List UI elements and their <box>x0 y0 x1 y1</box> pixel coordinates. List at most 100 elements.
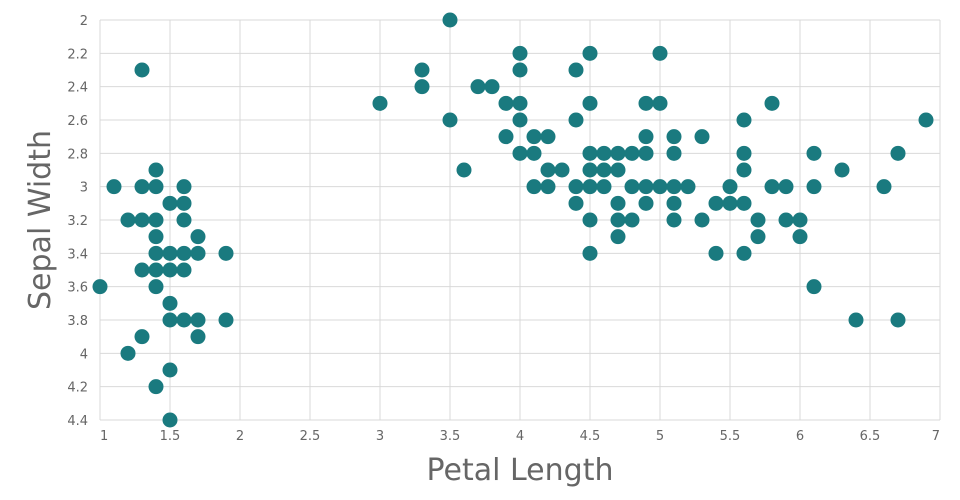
data-point <box>778 212 794 228</box>
data-point <box>792 229 808 245</box>
data-point <box>736 245 752 261</box>
data-point <box>568 179 584 195</box>
data-point <box>666 179 682 195</box>
x-tick-label: 2 <box>236 429 244 444</box>
data-point <box>666 145 682 161</box>
data-point <box>736 195 752 211</box>
data-point <box>512 145 528 161</box>
data-point <box>582 212 598 228</box>
data-point <box>176 212 192 228</box>
data-point <box>890 145 906 161</box>
data-point <box>134 212 150 228</box>
data-point <box>134 179 150 195</box>
data-point <box>568 112 584 128</box>
data-point <box>596 162 612 178</box>
data-point <box>162 295 178 311</box>
data-point <box>652 95 668 111</box>
data-point <box>554 162 570 178</box>
y-tick-label: 2 <box>80 14 88 29</box>
data-point <box>582 45 598 61</box>
y-tick-label: 3 <box>80 181 88 196</box>
data-point <box>372 95 388 111</box>
data-point <box>610 162 626 178</box>
data-point <box>568 62 584 78</box>
data-point <box>148 162 164 178</box>
data-point <box>610 195 626 211</box>
data-point <box>526 179 542 195</box>
data-point <box>540 179 556 195</box>
y-tick-label: 2.4 <box>67 81 88 96</box>
data-point <box>750 229 766 245</box>
data-point <box>120 345 136 361</box>
data-point <box>582 95 598 111</box>
data-point <box>442 12 458 28</box>
data-point <box>596 145 612 161</box>
data-point <box>568 195 584 211</box>
data-point <box>610 212 626 228</box>
data-point <box>638 145 654 161</box>
data-point <box>162 262 178 278</box>
data-point <box>582 162 598 178</box>
x-tick-label: 7 <box>932 429 940 444</box>
data-point <box>414 79 430 95</box>
data-point <box>176 195 192 211</box>
data-point <box>610 145 626 161</box>
y-tick-label: 2.2 <box>67 47 88 62</box>
data-point <box>92 279 108 295</box>
data-point <box>652 179 668 195</box>
data-point <box>666 212 682 228</box>
x-tick-label: 5 <box>656 429 664 444</box>
data-point <box>512 62 528 78</box>
data-point <box>582 245 598 261</box>
x-tick-label: 4.5 <box>580 429 601 444</box>
data-point <box>148 262 164 278</box>
data-point <box>792 212 808 228</box>
data-point <box>498 129 514 145</box>
y-tick-label: 4.2 <box>67 381 88 396</box>
data-point <box>526 145 542 161</box>
data-point <box>708 245 724 261</box>
data-point <box>442 112 458 128</box>
data-point <box>218 245 234 261</box>
data-point <box>134 329 150 345</box>
data-point <box>162 412 178 428</box>
data-point <box>890 312 906 328</box>
data-point <box>176 262 192 278</box>
grid-layer <box>99 19 941 421</box>
data-point <box>134 62 150 78</box>
data-point <box>806 145 822 161</box>
data-point <box>624 212 640 228</box>
x-tick-label: 5.5 <box>720 429 741 444</box>
data-point <box>610 229 626 245</box>
x-tick-label: 3.5 <box>440 429 461 444</box>
data-point <box>778 179 794 195</box>
data-point <box>848 312 864 328</box>
data-point <box>736 112 752 128</box>
x-tick-label: 3 <box>376 429 384 444</box>
y-axis-title: Sepal Width <box>23 130 58 310</box>
data-point <box>834 162 850 178</box>
x-tick-label: 2.5 <box>300 429 321 444</box>
data-point <box>652 45 668 61</box>
data-point <box>638 95 654 111</box>
data-point <box>638 179 654 195</box>
data-point <box>806 179 822 195</box>
data-point <box>176 312 192 328</box>
data-point <box>526 129 542 145</box>
data-point <box>624 179 640 195</box>
data-point <box>582 179 598 195</box>
data-point <box>484 79 500 95</box>
data-point <box>582 145 598 161</box>
data-point <box>120 212 136 228</box>
data-point <box>148 229 164 245</box>
data-point <box>666 129 682 145</box>
data-point <box>106 179 122 195</box>
data-point <box>456 162 472 178</box>
x-axis-title: Petal Length <box>427 453 614 488</box>
data-point <box>764 179 780 195</box>
y-tick-label: 3.6 <box>67 281 88 296</box>
y-tick-label: 2.6 <box>67 114 88 129</box>
data-point <box>596 179 612 195</box>
data-point <box>190 312 206 328</box>
